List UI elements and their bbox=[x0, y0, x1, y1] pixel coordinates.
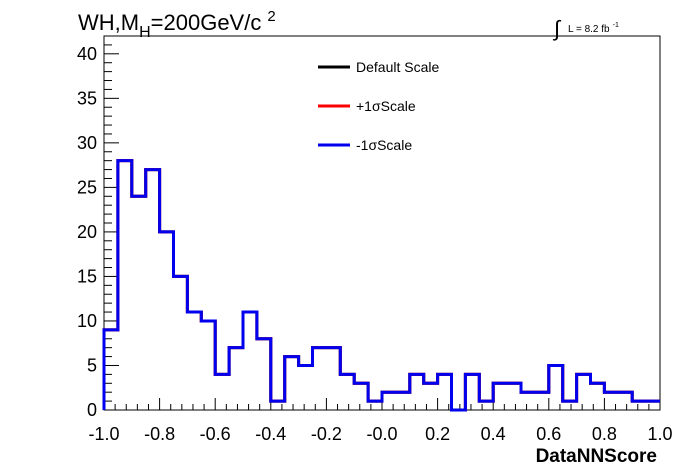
x-tick-label: -0.0 bbox=[366, 424, 397, 444]
legend-label-minus-1sigma: -1σScale bbox=[356, 137, 412, 153]
x-tick-label: -0.8 bbox=[144, 424, 175, 444]
x-tick-label: -1.0 bbox=[88, 424, 119, 444]
x-tick-label: 0.2 bbox=[425, 424, 450, 444]
x-tick-label: 0.6 bbox=[536, 424, 561, 444]
lumi-integral: ∫ bbox=[552, 16, 562, 41]
y-tick-label: 10 bbox=[77, 311, 97, 331]
title-main: WH,M bbox=[78, 10, 139, 35]
legend-label-plus-1sigma: +1σScale bbox=[356, 98, 416, 114]
legend: Default Scale +1σScale -1σScale bbox=[318, 59, 439, 153]
y-tick-label: 25 bbox=[77, 177, 97, 197]
y-tick-label: 35 bbox=[77, 88, 97, 108]
y-tick-label: 15 bbox=[77, 266, 97, 286]
x-tick-label: 0.8 bbox=[592, 424, 617, 444]
x-tick-label: 0.4 bbox=[481, 424, 506, 444]
x-tick-labels: -1.0 -0.8 -0.6 -0.4 -0.2 -0.0 0.2 0.4 0.6 0.8 1.0 bbox=[88, 424, 672, 444]
lumi-superscript: -1 bbox=[613, 22, 619, 29]
y-tick-labels: 0 5 10 15 20 25 30 35 40 bbox=[77, 44, 97, 420]
y-tick-label: 20 bbox=[77, 222, 97, 242]
series-line-2 bbox=[102, 159, 660, 412]
legend-label-default-scale: Default Scale bbox=[356, 59, 439, 75]
y-tick-label: 40 bbox=[77, 44, 97, 64]
x-tick-label: -0.4 bbox=[255, 424, 286, 444]
y-tick-label: 0 bbox=[87, 400, 97, 420]
x-tick-label: -0.2 bbox=[311, 424, 342, 444]
title-subscript: H bbox=[139, 24, 151, 41]
y-tick-label: 5 bbox=[87, 355, 97, 375]
x-axis-label: DataNNScore bbox=[536, 446, 657, 467]
x-tick-label: 1.0 bbox=[647, 424, 672, 444]
lumi-label: L = 8.2 fb -1 bbox=[568, 22, 619, 35]
title-superscript: 2 bbox=[267, 8, 275, 25]
chart-title: WH,MH=200GeV/c 2 bbox=[78, 8, 276, 41]
y-tick-label: 30 bbox=[77, 133, 97, 153]
lumi-text: L = 8.2 fb bbox=[568, 24, 610, 35]
x-tick-label: -0.6 bbox=[200, 424, 231, 444]
title-rest: =200GeV/c bbox=[151, 10, 262, 35]
histogram-series bbox=[102, 159, 660, 412]
